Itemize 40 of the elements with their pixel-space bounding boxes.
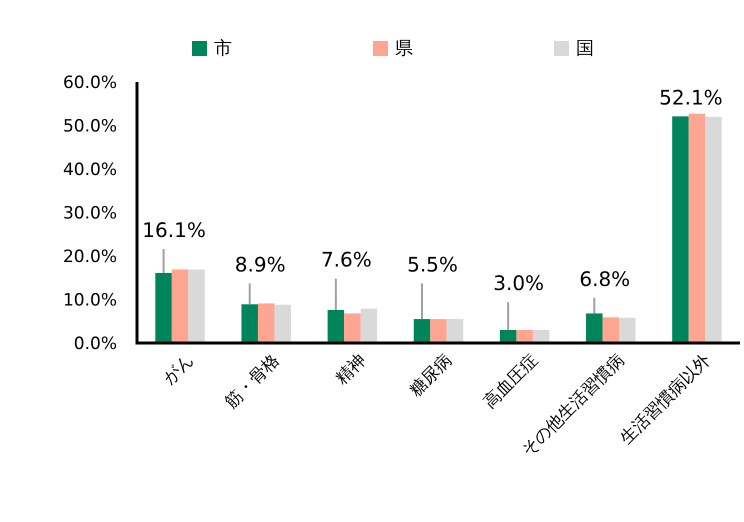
- y-tick-label: 20.0%: [62, 247, 117, 267]
- legend-label: 県: [395, 38, 413, 59]
- y-tick-label: 0.0%: [74, 334, 117, 354]
- data-label: 52.1%: [659, 85, 723, 110]
- bar: [705, 116, 722, 343]
- bar: [344, 313, 361, 343]
- legend-label: 市: [214, 38, 232, 59]
- y-tick-label: 50.0%: [62, 116, 117, 136]
- bar: [258, 303, 274, 343]
- x-tick-label: 筋・骨格: [222, 350, 284, 413]
- data-label: 3.0%: [493, 271, 544, 296]
- y-tick-label: 60.0%: [62, 73, 117, 93]
- y-tick-label: 10.0%: [62, 290, 117, 310]
- bar: [602, 317, 620, 343]
- bar: [446, 319, 464, 343]
- bar: [188, 269, 205, 343]
- bar: [172, 269, 188, 343]
- legend-label: 国: [576, 38, 594, 59]
- data-label: 5.5%: [407, 252, 458, 276]
- x-tick-label: 高血圧症: [480, 350, 542, 413]
- bar: [430, 319, 447, 343]
- data-label: 6.8%: [579, 266, 630, 291]
- bar: [586, 313, 603, 343]
- data-label: 7.6%: [320, 248, 372, 272]
- data-label: 8.9%: [234, 252, 286, 276]
- bar: [672, 116, 689, 343]
- bar: [360, 308, 378, 343]
- x-tick-label: 糖尿病: [406, 350, 456, 401]
- bar: [414, 319, 430, 343]
- x-tick-label: 精神: [332, 350, 370, 389]
- bar: [155, 272, 172, 343]
- bar: [619, 318, 636, 343]
- x-tick-label: がん: [159, 350, 198, 389]
- bar: [241, 304, 258, 343]
- bar: [328, 310, 344, 343]
- bar: [688, 114, 706, 343]
- y-tick-label: 40.0%: [62, 160, 117, 180]
- y-tick-label: 30.0%: [62, 204, 117, 224]
- bar: [274, 304, 291, 343]
- data-label: 16.1%: [142, 218, 206, 242]
